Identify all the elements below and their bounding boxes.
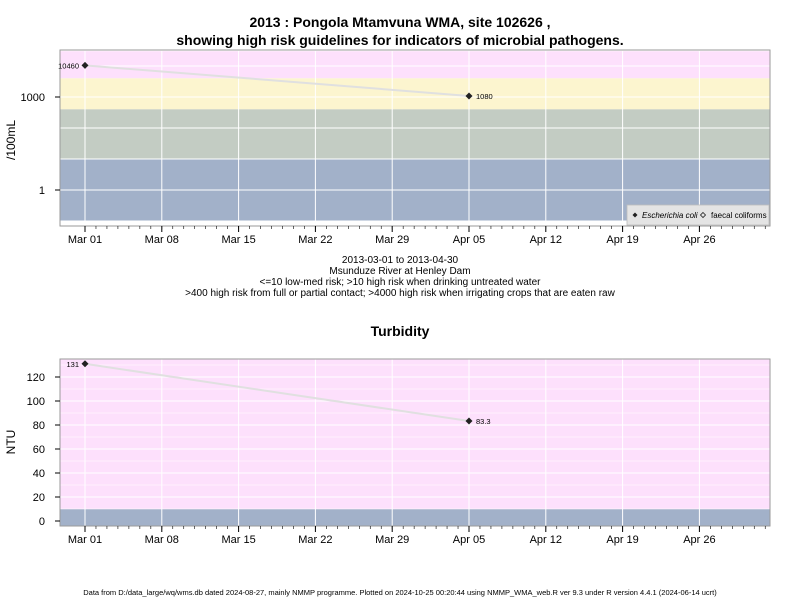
x-tick-label: Apr 26 <box>683 534 715 546</box>
x-tick-label: Apr 26 <box>683 234 715 246</box>
risk-band <box>60 51 770 79</box>
data-point <box>465 417 473 425</box>
data-label: 10460 <box>58 61 79 70</box>
x-tick-label: Mar 08 <box>145 234 179 246</box>
x-tick-label: Apr 12 <box>530 534 562 546</box>
risk-band <box>60 78 770 110</box>
data-label: 83.3 <box>476 417 491 426</box>
x-tick-label: Mar 15 <box>221 534 255 546</box>
x-tick-label: Apr 05 <box>453 534 485 546</box>
legend-label-faecal: faecal coliforms <box>711 211 767 220</box>
y-tick-label: 0 <box>39 516 45 528</box>
x-tick-label: Apr 05 <box>453 234 485 246</box>
plot-frame <box>59 49 771 227</box>
y-tick-label: 100 <box>27 396 45 408</box>
risk-band <box>60 359 770 509</box>
x-tick-label: Mar 08 <box>145 534 179 546</box>
series-line <box>84 362 470 423</box>
legend-label-ecoli: Escherichia coli <box>642 211 698 220</box>
chart1-title-line2: showing high risk guidelines for indicat… <box>176 32 624 48</box>
chart1-subtitle-line: Msunduze River at Henley Dam <box>329 266 471 277</box>
chart1-subtitle-line: <=10 low-med risk; >10 high risk when dr… <box>259 277 541 288</box>
plot-frame <box>59 358 771 527</box>
footer-note: Data from D:/data_large/wq/wms.db dated … <box>83 588 717 597</box>
y-tick-label: 20 <box>33 492 45 504</box>
y-tick-label: 80 <box>33 420 45 432</box>
series-line <box>84 64 470 97</box>
y-tick-label: 1 <box>39 185 45 197</box>
x-tick-label: Mar 29 <box>375 534 409 546</box>
legend-marker-ecoli <box>632 212 638 218</box>
data-point <box>465 92 473 100</box>
chart2-title: Turbidity <box>370 323 430 339</box>
x-tick-label: Mar 01 <box>68 534 102 546</box>
legend-marker-faecal <box>699 211 707 219</box>
chart1-subtitle-line: 2013-03-01 to 2013-04-30 <box>341 255 459 266</box>
x-tick-label: Mar 15 <box>221 234 255 246</box>
x-tick-label: Mar 01 <box>68 234 102 246</box>
data-point <box>81 360 89 368</box>
chart1-title-line1: 2013 : Pongola Mtamvuna WMA, site 102626… <box>249 14 551 30</box>
risk-band <box>60 109 770 159</box>
chart1-subtitle-line: >400 high risk from full or partial cont… <box>185 288 615 299</box>
x-tick-label: Mar 22 <box>298 534 332 546</box>
data-label: 131 <box>66 360 79 369</box>
data-label: 1080 <box>476 92 493 101</box>
x-tick-label: Apr 12 <box>530 234 562 246</box>
y-tick-label: 1000 <box>21 92 45 104</box>
chart1-subtitle: 2013-03-01 to 2013-04-30 Msunduze River … <box>0 255 800 299</box>
x-tick-label: Apr 19 <box>606 534 638 546</box>
x-tick-label: Mar 29 <box>375 234 409 246</box>
legend-box <box>626 204 770 226</box>
y-tick-label: 120 <box>27 372 45 384</box>
risk-band <box>60 509 770 526</box>
data-point <box>81 61 89 69</box>
y-tick-label: 40 <box>33 468 45 480</box>
x-tick-label: Mar 22 <box>298 234 332 246</box>
y-axis-label: NTU <box>4 430 18 455</box>
y-tick-label: 60 <box>33 444 45 456</box>
x-tick-label: Apr 19 <box>606 234 638 246</box>
y-axis-label: /100mL <box>4 120 18 160</box>
